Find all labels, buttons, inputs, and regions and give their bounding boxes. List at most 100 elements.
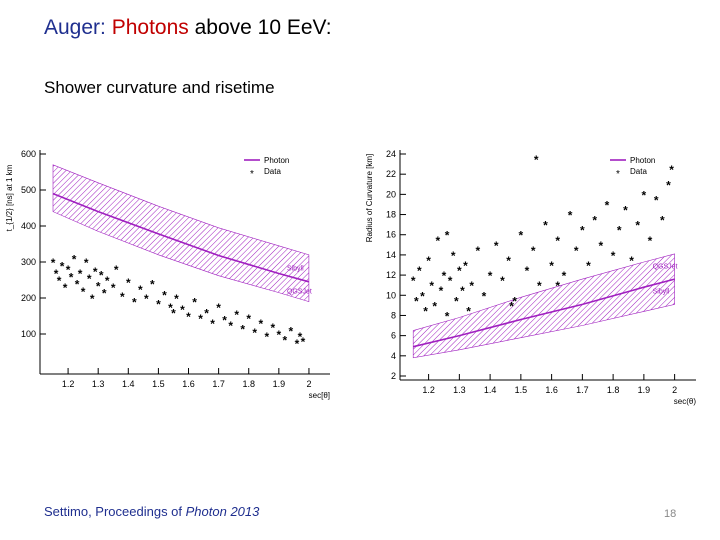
x-tick-label: 1.8 [607, 385, 620, 395]
data-point: * [252, 326, 257, 340]
x-tick-label: 1.8 [242, 379, 255, 389]
data-point: * [469, 279, 474, 293]
data-point: * [162, 288, 167, 302]
data-point: * [432, 299, 437, 313]
legend-data-label: Data [264, 167, 281, 176]
legend-box [608, 152, 658, 180]
x-tick-label: 1.7 [576, 385, 589, 395]
x-tick-label: 1.9 [638, 385, 651, 395]
data-point: * [537, 279, 542, 293]
data-point: * [75, 278, 80, 292]
x-axis-label: sec(θ) [674, 397, 697, 406]
y-tick-label: 20 [386, 189, 396, 199]
x-tick-label: 2 [672, 385, 677, 395]
data-point: * [102, 287, 107, 301]
x-tick-label: 1.3 [92, 379, 105, 389]
data-point: * [228, 319, 233, 333]
data-point: * [156, 297, 161, 311]
data-point: * [574, 244, 579, 258]
y-axis-label: Radius of Curvature [km] [365, 154, 374, 242]
data-point: * [54, 267, 59, 281]
data-point: * [525, 264, 530, 278]
y-tick-label: 8 [391, 310, 396, 320]
data-point: * [298, 330, 303, 344]
y-tick-label: 4 [391, 351, 396, 361]
y-tick-label: 200 [21, 293, 36, 303]
data-point: * [72, 252, 77, 266]
data-point: * [411, 274, 416, 288]
x-tick-label: 1.4 [484, 385, 497, 395]
data-point: * [445, 309, 450, 323]
y-tick-label: 300 [21, 257, 36, 267]
data-point: * [270, 321, 275, 335]
data-point: * [120, 290, 125, 304]
y-tick-label: 16 [386, 230, 396, 240]
data-point: * [66, 263, 71, 277]
data-point: * [660, 214, 665, 228]
y-tick-label: 10 [386, 290, 396, 300]
data-point: * [57, 274, 62, 288]
data-point: * [295, 337, 300, 351]
x-axis-label: sec[θ] [309, 391, 330, 400]
figure-panels: 1.2 1.3 1.4 1.5 1.6 1.7 1.8 1.9 2 100 200 300 400 500… [5, 149, 697, 406]
data-point: * [635, 219, 640, 233]
data-point: * [126, 276, 131, 290]
data-point: * [448, 274, 453, 288]
data-point: * [605, 198, 610, 212]
data-point: * [466, 304, 471, 318]
y-tick-label: 500 [21, 185, 36, 195]
title-part-energy: above 10 EeV: [188, 16, 332, 39]
data-point: * [439, 284, 444, 298]
legend-photon-label: Photon [630, 156, 655, 165]
data-point: * [90, 292, 95, 306]
data-point: * [500, 274, 505, 288]
y-axis-label: t_{1/2} [ns] at 1 km [5, 164, 14, 231]
band-annotation: QGSJet [653, 264, 678, 271]
citation-italic: Photon 2013 [185, 504, 260, 519]
data-point: * [543, 219, 548, 233]
y-tick-label: 100 [21, 329, 36, 339]
band-annotation: Sibyll [653, 289, 670, 296]
data-point: * [144, 292, 149, 306]
data-point: * [234, 308, 239, 322]
legend-data-marker: * [616, 169, 620, 180]
y-tick-label: 600 [21, 149, 36, 159]
data-point: * [246, 312, 251, 326]
y-tick-label: 6 [391, 331, 396, 341]
x-tick-label: 1.2 [62, 379, 75, 389]
y-tick-label: 14 [386, 250, 396, 260]
data-point: * [555, 279, 560, 293]
data-point: * [420, 289, 425, 303]
data-point: * [240, 323, 245, 337]
data-point: * [105, 274, 110, 288]
data-point: * [506, 254, 511, 268]
legend-photon-label: Photon [264, 156, 289, 165]
data-point: * [132, 296, 137, 310]
data-point: * [475, 244, 480, 258]
y-tick-label: 22 [386, 169, 396, 179]
data-point: * [84, 256, 89, 270]
data-point: * [51, 256, 56, 270]
data-point: * [192, 296, 197, 310]
data-point: * [186, 310, 191, 324]
photon-band [412, 253, 675, 359]
data-point: * [87, 272, 92, 286]
photon-center-line [52, 192, 310, 283]
y-tick-label: 2 [391, 371, 396, 381]
data-point: * [611, 249, 616, 263]
data-point: * [174, 292, 179, 306]
page-number: 18 [664, 508, 677, 520]
data-point: * [216, 301, 221, 315]
data-point: * [629, 254, 634, 268]
data-point: * [204, 306, 209, 320]
band-annotation: QGSJet [287, 289, 312, 296]
data-point: * [426, 254, 431, 268]
data-point: * [648, 234, 653, 248]
slide-subtitle: Shower curvature and risetime [44, 78, 275, 97]
data-point: * [568, 209, 573, 223]
citation-text: Settimo, Proceedings of [44, 504, 186, 519]
data-point: * [509, 299, 514, 313]
data-point: * [150, 278, 155, 292]
data-point: * [534, 153, 539, 167]
x-tick-label: 1.2 [422, 385, 435, 395]
